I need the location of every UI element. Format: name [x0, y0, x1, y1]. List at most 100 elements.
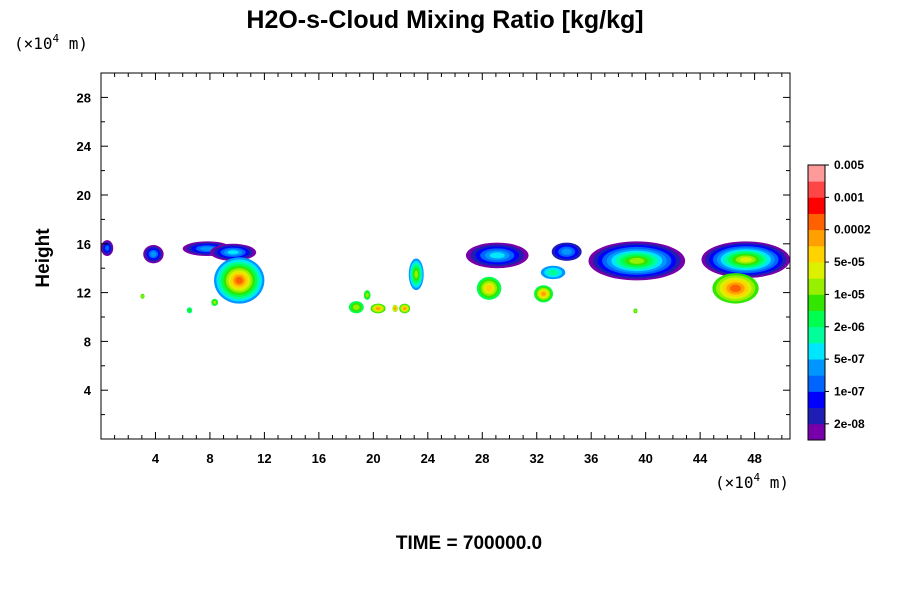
legend-swatch [808, 423, 825, 441]
cloud-region-23 [712, 273, 759, 304]
y-tick-label: 8 [84, 334, 91, 349]
legend-swatch [808, 245, 825, 263]
x-tick-label: 44 [693, 451, 708, 466]
y-tick-label: 28 [77, 90, 91, 105]
legend-swatch [808, 407, 825, 425]
legend-swatch [808, 326, 825, 344]
cloud-region-1-level-4 [104, 245, 110, 251]
legend-swatch [808, 213, 825, 231]
svg-text:(×104 m): (×104 m) [14, 32, 88, 53]
cloud-region-7 [186, 307, 193, 314]
legend-label: 2e-06 [834, 320, 865, 334]
time-label: TIME = 700000.0 [396, 533, 542, 554]
cloud-region-4 [209, 243, 257, 261]
y-axis-label: Height [33, 228, 54, 288]
legend-swatch [808, 165, 825, 182]
cloud-region-22-level-11 [739, 257, 752, 263]
legend-swatch [808, 229, 825, 247]
legend-swatch [808, 197, 825, 214]
cloud-region-5-level-14 [235, 276, 244, 284]
x-unit-suffix: m) [760, 473, 789, 492]
cloud-region-17-level-13 [541, 291, 546, 296]
cloud-region-20-level-10 [629, 257, 645, 264]
y-tick-label: 24 [77, 139, 92, 154]
legend-label: 5e-05 [834, 255, 865, 269]
cloud-region-4-level-6 [227, 250, 239, 255]
x-tick-label: 28 [475, 451, 489, 466]
legend-swatch [808, 359, 825, 376]
cloud-region-16-level-12 [485, 285, 493, 292]
x-tick-label: 24 [421, 451, 436, 466]
x-tick-label: 40 [638, 451, 652, 466]
x-tick-label: 4 [152, 451, 160, 466]
cloud-region-18-level-7 [547, 269, 559, 276]
legend-label: 0.005 [834, 158, 864, 172]
plot-frame [100, 72, 791, 440]
cloud-region-15 [465, 242, 529, 269]
cloud-region-18 [540, 265, 566, 280]
cloud-region-5 [214, 257, 265, 304]
chart-title: H2O-s-Cloud Mixing Ratio [kg/kg] [246, 6, 643, 34]
cloud-region-10 [363, 290, 371, 300]
cloud-region-22 [701, 241, 790, 278]
cloud-region-8-level-10 [213, 300, 217, 304]
y-tick-label: 16 [77, 237, 91, 252]
cloud-region-8 [211, 298, 219, 307]
cloud-region-20 [588, 241, 686, 281]
svg-text:(×104 m): (×104 m) [715, 471, 789, 492]
legend-swatch [808, 262, 825, 279]
cloud-region-12-level-13 [393, 307, 397, 310]
cloud-region-9 [348, 301, 364, 314]
x-tick-label: 12 [257, 451, 271, 466]
x-tick-label: 36 [584, 451, 598, 466]
x-tick-label: 32 [529, 451, 543, 466]
x-unit-label: (×104 m) [715, 471, 789, 492]
legend-label: 1e-05 [834, 287, 865, 301]
cloud-region-13-level-13 [403, 307, 407, 310]
cloud-region-21 [633, 308, 638, 314]
legend-swatch [808, 294, 825, 311]
cloud-region-13 [399, 303, 411, 314]
cloud-region-12 [392, 304, 398, 313]
legend-label: 0.0002 [834, 223, 871, 237]
colorbar-legend: 2e-08 1e-07 5e-07 2e-06 1e-05 5e-05 0.0002 0.00… [807, 158, 871, 441]
cloud-region-1 [101, 240, 114, 256]
y-unit-prefix: (×10 [14, 34, 53, 53]
legend-label: 5e-07 [834, 352, 865, 366]
cloud-region-23-level-14 [729, 284, 742, 293]
legend-label: 0.001 [834, 190, 864, 204]
cloud-region-2-level-5 [150, 251, 157, 257]
legend-frame [807, 164, 826, 441]
cloud-region-10-level-10 [365, 292, 369, 298]
y-tick-label: 4 [84, 383, 92, 398]
legend-label: 2e-08 [834, 417, 865, 431]
x-tick-label: 8 [206, 451, 213, 466]
legend-swatch [808, 391, 825, 409]
cloud-region-11 [370, 303, 386, 314]
cloud-region-11-level-13 [375, 307, 381, 310]
cloud-field [101, 240, 790, 314]
cloud-region-19-level-5 [561, 248, 572, 255]
y-unit-suffix: m) [59, 34, 88, 53]
x-tick-label: 48 [747, 451, 761, 466]
cloud-region-21-level-10 [634, 309, 637, 313]
y-tick-label: 12 [77, 286, 91, 301]
cloud-region-19 [551, 242, 582, 261]
cloud-region-9-level-10 [352, 304, 360, 310]
cloud-region-6 [140, 293, 145, 299]
x-unit-exponent: 4 [754, 471, 761, 484]
legend-swatch [808, 278, 825, 295]
cloud-region-16 [476, 276, 502, 300]
legend-label: 1e-07 [834, 384, 865, 398]
cloud-region-3-level-5 [200, 246, 215, 251]
legend-swatch [808, 310, 825, 328]
cloud-region-14-level-10 [414, 270, 419, 279]
legend-swatch [808, 342, 825, 360]
cloud-region-15-level-6 [489, 252, 505, 259]
x-tick-label: 16 [312, 451, 326, 466]
cloud-region-2 [143, 245, 164, 264]
y-unit-exponent: 4 [53, 32, 60, 45]
